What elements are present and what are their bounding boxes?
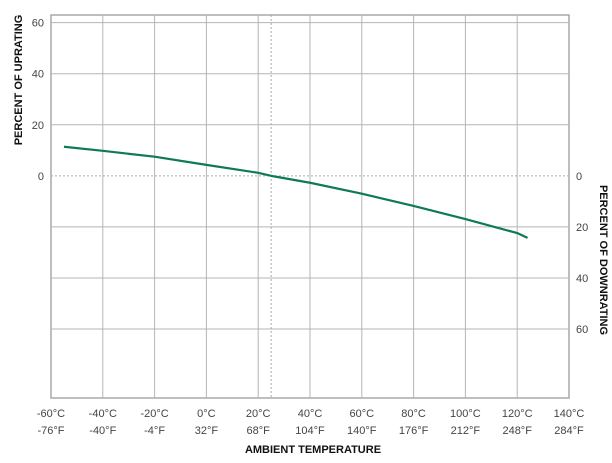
x-tick-fahrenheit: -76°F (37, 425, 64, 437)
right-y-tick: 60 (576, 324, 588, 336)
grid (50, 14, 570, 399)
left-y-tick: 40 (32, 69, 44, 81)
series (63, 145, 529, 239)
x-tick-fahrenheit: 248°F (502, 425, 532, 437)
x-tick-fahrenheit: 212°F (451, 425, 481, 437)
x-tick-celsius: 140°C (554, 408, 585, 420)
left-y-tick: 0 (38, 171, 44, 183)
x-axis-title: AMBIENT TEMPERATURE (245, 444, 381, 456)
x-tick-celsius: 40°C (298, 408, 323, 420)
y-axis-title-left: PERCENT OF UPRATING (13, 15, 25, 146)
x-tick-celsius: 80°C (401, 408, 426, 420)
left-y-tick: 20 (32, 120, 44, 132)
x-tick-celsius: 120°C (502, 408, 533, 420)
x-tick-celsius: -40°C (89, 408, 117, 420)
right-y-tick: 40 (576, 273, 588, 285)
x-tick-fahrenheit: -4°F (144, 425, 165, 437)
x-tick-fahrenheit: 68°F (247, 425, 271, 437)
right-y-tick: 0 (576, 171, 582, 183)
right-y-tick: 20 (576, 222, 588, 234)
derating-curve (63, 145, 529, 239)
x-tick-celsius: 60°C (350, 408, 375, 420)
left-y-tick: 60 (32, 18, 44, 30)
x-tick-fahrenheit: 32°F (195, 425, 219, 437)
x-tick-fahrenheit: 176°F (399, 425, 429, 437)
x-tick-celsius: 0°C (197, 408, 216, 420)
x-tick-celsius: 100°C (450, 408, 481, 420)
x-tick-fahrenheit: 140°F (347, 425, 377, 437)
x-tick-celsius: -20°C (140, 408, 168, 420)
x-tick-fahrenheit: -40°F (89, 425, 116, 437)
x-tick-fahrenheit: 104°F (295, 425, 325, 437)
x-tick-celsius: 20°C (246, 408, 271, 420)
x-tick-celsius: -60°C (37, 408, 65, 420)
x-tick-fahrenheit: 284°F (554, 425, 584, 437)
tick-labels: -60°C -76°F -40°C -40°F -20°C -4°F 0°C 32°F 20°C… (32, 18, 589, 437)
y-axis-title-right: PERCENT OF DOWNRATING (597, 185, 609, 335)
